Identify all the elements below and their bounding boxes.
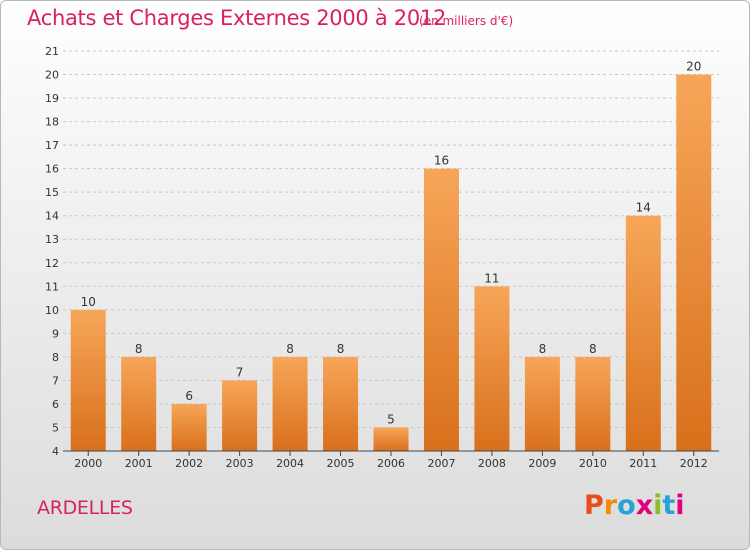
y-tick-label: 6 xyxy=(52,398,59,411)
data-label: 8 xyxy=(539,342,547,356)
x-tick-label: 2007 xyxy=(427,457,455,470)
x-tick-label: 2003 xyxy=(226,457,254,470)
y-tick-label: 17 xyxy=(45,139,59,152)
y-axis-ticks: 4 5 6 7 8 9 10 11 12 13 14 15 16 17 18 19 20 21 xyxy=(45,45,59,458)
x-tick-label: 2011 xyxy=(629,457,657,470)
logo-letter: o xyxy=(617,490,636,521)
bars: 10 8 6 7 8 8 5 16 11 8 8 14 20 xyxy=(70,60,712,451)
y-tick-label: 5 xyxy=(52,421,59,434)
bar xyxy=(575,356,611,451)
bar xyxy=(222,380,258,451)
place-name: ARDELLES xyxy=(37,497,133,519)
data-label: 11 xyxy=(484,271,499,285)
y-tick-label: 7 xyxy=(52,374,59,387)
data-label: 14 xyxy=(636,201,651,215)
data-label: 8 xyxy=(337,342,345,356)
data-label: 20 xyxy=(686,60,701,74)
bar xyxy=(474,286,510,451)
bar xyxy=(323,356,359,451)
x-tick-label: 2004 xyxy=(276,457,304,470)
bar xyxy=(625,215,661,451)
y-tick-label: 13 xyxy=(45,233,59,246)
data-label: 8 xyxy=(589,342,597,356)
y-tick-label: 9 xyxy=(52,327,59,340)
y-tick-label: 19 xyxy=(45,92,59,105)
data-label: 7 xyxy=(236,365,244,379)
bar xyxy=(524,356,560,451)
y-tick-label: 4 xyxy=(52,445,59,458)
proxiti-logo: Proxiti xyxy=(584,490,685,521)
bar xyxy=(70,309,106,451)
bar xyxy=(423,168,459,451)
x-tick-label: 2005 xyxy=(327,457,355,470)
logo-letter: P xyxy=(584,490,604,521)
data-label: 5 xyxy=(387,412,395,426)
y-tick-label: 12 xyxy=(45,257,59,270)
logo-letter: i xyxy=(653,490,663,521)
logo-letter: i xyxy=(675,490,685,521)
logo-letter: r xyxy=(603,490,618,521)
bar xyxy=(373,427,409,451)
y-tick-label: 18 xyxy=(45,116,59,129)
x-tick-label: 2010 xyxy=(579,457,607,470)
x-tick-label: 2012 xyxy=(680,457,708,470)
chart-subtitle: (en milliers d'€) xyxy=(419,14,514,28)
bar xyxy=(272,356,308,451)
grid-lines xyxy=(63,50,719,428)
data-label: 8 xyxy=(286,342,294,356)
x-tick-label: 2006 xyxy=(377,457,405,470)
data-label: 10 xyxy=(81,295,96,309)
y-tick-label: 15 xyxy=(45,186,59,199)
logo-letter: x xyxy=(635,490,654,521)
data-label: 16 xyxy=(434,154,449,168)
y-tick-label: 11 xyxy=(45,280,59,293)
x-tick-label: 2009 xyxy=(528,457,556,470)
x-axis-ticks: 2000 2001 2002 2003 2004 2005 2006 2007 2008 2009… xyxy=(74,451,708,470)
y-tick-label: 16 xyxy=(45,163,59,176)
x-tick-label: 2001 xyxy=(125,457,153,470)
chart-title: Achats et Charges Externes 2000 à 2012 xyxy=(27,6,447,30)
y-tick-label: 8 xyxy=(52,351,59,364)
bar xyxy=(171,403,207,451)
y-tick-label: 20 xyxy=(45,69,59,82)
logo-letter: t xyxy=(662,490,676,521)
bar xyxy=(121,356,157,451)
y-tick-label: 10 xyxy=(45,304,59,317)
y-tick-label: 21 xyxy=(45,45,59,58)
data-label: 8 xyxy=(135,342,143,356)
x-tick-label: 2000 xyxy=(74,457,102,470)
bar xyxy=(676,74,712,451)
x-tick-label: 2008 xyxy=(478,457,506,470)
x-tick-label: 2002 xyxy=(175,457,203,470)
data-label: 6 xyxy=(185,389,193,403)
y-tick-label: 14 xyxy=(45,210,59,223)
